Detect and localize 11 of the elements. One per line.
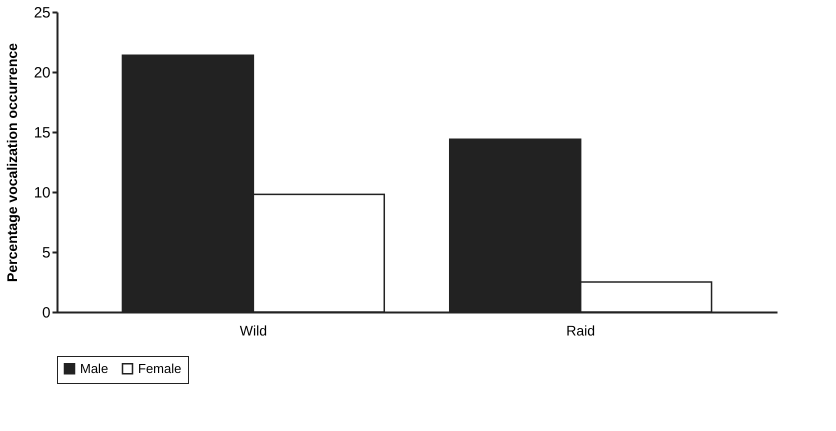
- y-tick-label: 25: [34, 4, 50, 22]
- x-tick-label: Wild: [240, 322, 267, 338]
- y-tick-label: 5: [42, 244, 50, 262]
- y-tick-label: 20: [34, 64, 50, 82]
- y-tick-label: 0: [42, 304, 50, 322]
- y-tick-label: 10: [34, 184, 50, 202]
- legend-label: Female: [138, 360, 182, 376]
- y-tick-label: 15: [34, 124, 50, 142]
- legend-label: Male: [80, 360, 108, 376]
- y-axis-title: Percentage vocalization occurrence: [4, 42, 20, 282]
- x-tick-label: Raid: [566, 322, 596, 338]
